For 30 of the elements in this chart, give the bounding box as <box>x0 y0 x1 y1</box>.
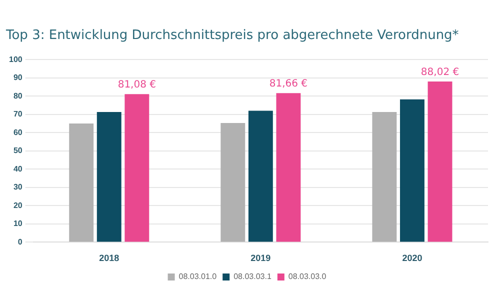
data-label: 88,02 € <box>420 67 460 78</box>
x-tick-label: 2019 <box>250 253 271 264</box>
y-tick-label: 30 <box>13 182 23 192</box>
chart-title: Top 3: Entwicklung Durchschnittspreis pro abgerechnete Verordnung* <box>5 28 460 44</box>
y-tick-label: 60 <box>13 128 23 137</box>
y-tick-label: 20 <box>13 200 23 210</box>
bar <box>69 124 94 242</box>
bar <box>372 112 397 242</box>
data-label: 81,08 € <box>118 80 156 91</box>
y-tick-label: 40 <box>13 164 23 174</box>
y-tick-label: 70 <box>13 110 23 119</box>
x-tick-label: 2020 <box>402 253 422 264</box>
bar <box>124 94 150 242</box>
data-label: 81,66 € <box>269 78 308 90</box>
legend-label: 08.03.03.0 <box>288 272 327 282</box>
legend-label: 08.03.03.1 <box>234 272 272 282</box>
bar <box>276 93 301 242</box>
bar <box>96 112 122 242</box>
y-tick-label: 100 <box>8 54 23 64</box>
bar <box>428 81 452 242</box>
y-tick-label: 80 <box>13 91 23 100</box>
y-tick-label: 10 <box>13 219 23 228</box>
x-tick-label: 2018 <box>99 253 120 264</box>
bar <box>248 110 273 242</box>
bar <box>220 122 246 242</box>
y-tick-label: 50 <box>13 146 23 156</box>
legend-label: 08.03.01.0 <box>178 272 218 282</box>
y-tick-label: 90 <box>13 73 23 82</box>
bar <box>400 99 424 242</box>
y-tick-label: 0 <box>18 237 23 246</box>
